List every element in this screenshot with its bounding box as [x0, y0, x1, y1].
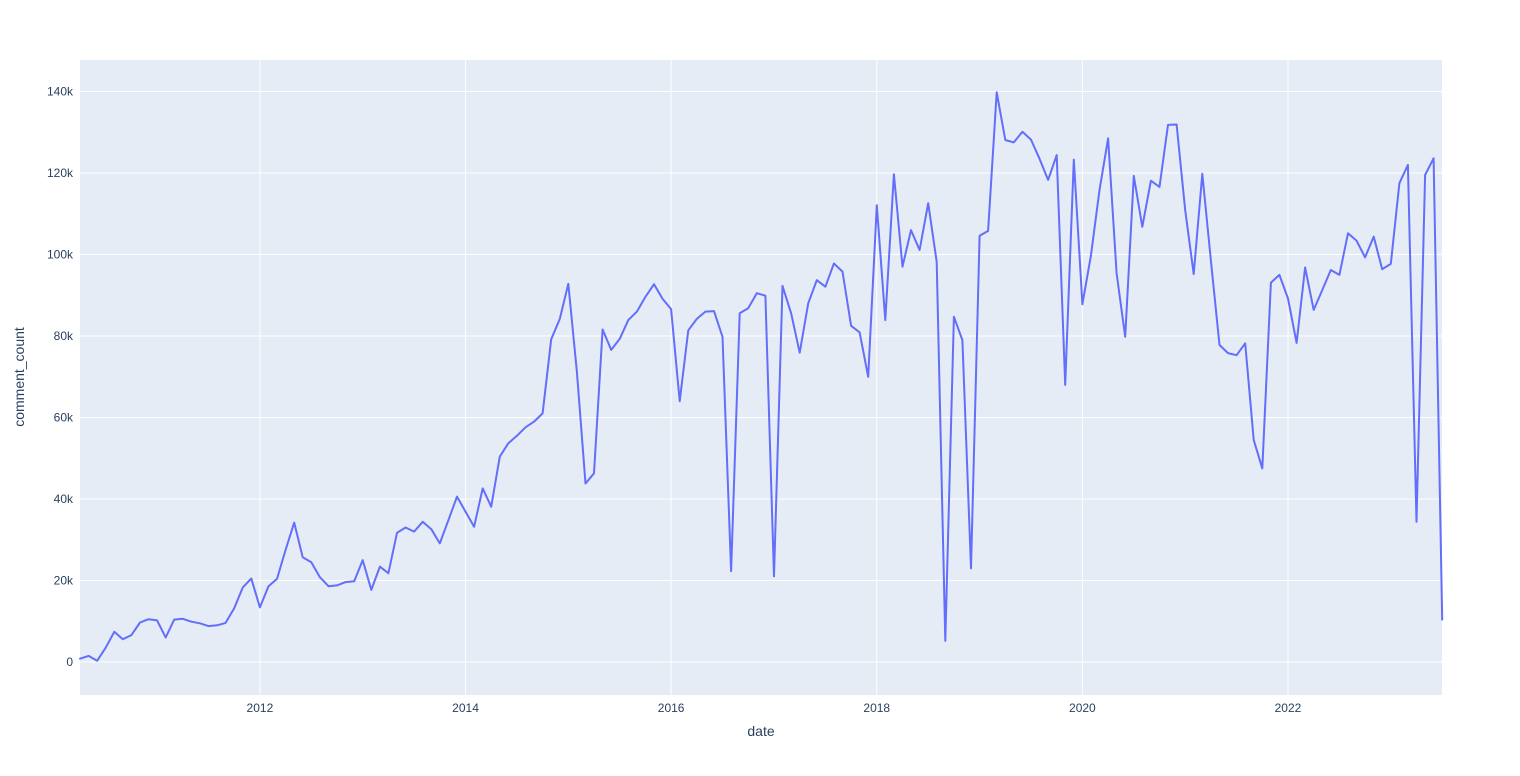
x-axis-title: date [747, 723, 774, 739]
y-axis-title: comment_count [11, 327, 27, 427]
x-tick-label-2014: 2014 [452, 701, 479, 715]
y-tick-label-100k: 100k [47, 248, 74, 262]
x-tick-label-2016: 2016 [658, 701, 685, 715]
y-tick-label-60k: 60k [54, 411, 74, 425]
y-tick-label-120k: 120k [47, 166, 74, 180]
x-tick-label-2022: 2022 [1275, 701, 1302, 715]
x-gridlines [259, 60, 1289, 695]
comment-count-line-series[interactable] [79, 91, 1444, 662]
y-axis-tick-labels: 0 20k 40k 60k 80k 100k 120k 140k [47, 85, 74, 670]
y-tick-label-0: 0 [66, 655, 73, 669]
x-tick-label-2012: 2012 [247, 701, 274, 715]
y-tick-label-140k: 140k [47, 85, 74, 99]
y-gridlines [80, 91, 1443, 663]
x-tick-label-2020: 2020 [1069, 701, 1096, 715]
y-tick-label-40k: 40k [54, 492, 74, 506]
y-tick-label-80k: 80k [54, 329, 74, 343]
y-tick-label-20k: 20k [54, 574, 74, 588]
x-axis-tick-labels: 2012 2014 2016 2018 2020 2022 [247, 701, 1302, 715]
plot-area[interactable] [80, 60, 1442, 695]
x-tick-label-2018: 2018 [863, 701, 890, 715]
